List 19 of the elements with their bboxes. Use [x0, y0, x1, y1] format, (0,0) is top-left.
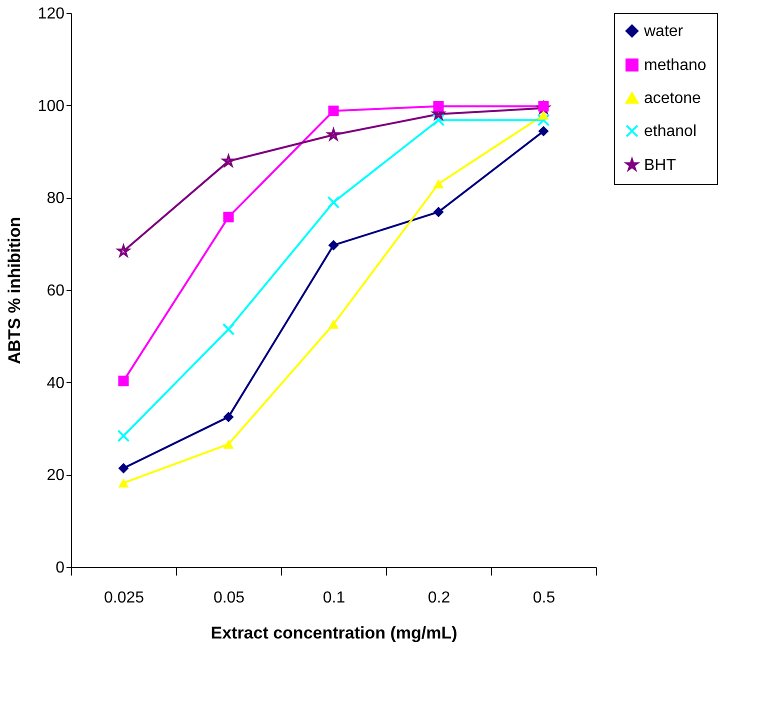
legend-label: water: [643, 23, 684, 40]
y-tick-label: 40: [46, 374, 65, 392]
x-axis-title: Extract concentration (mg/mL): [210, 624, 458, 642]
legend-label: ethanol: [644, 123, 696, 140]
legend-label: BHT: [644, 157, 676, 174]
y-tick-label: 0: [56, 560, 65, 576]
y-tick-label: 120: [38, 6, 65, 22]
x-tick-label: 0.2: [428, 590, 450, 606]
x-tick-label: 0.05: [213, 590, 245, 606]
x-tick-label: 0.1: [322, 590, 346, 606]
x-tick-label: 0.025: [104, 590, 144, 606]
x-tick-label: 0.5: [532, 590, 556, 606]
y-tick-label: 100: [38, 98, 65, 115]
legend-label: methano: [644, 57, 706, 74]
legend-label: acetone: [644, 90, 702, 107]
y-tick-label: 80: [46, 190, 65, 208]
y-axis-title: ABTS % inhibition: [4, 216, 24, 364]
y-tick-label: 20: [46, 467, 65, 484]
y-tick-label: 60: [46, 282, 65, 300]
